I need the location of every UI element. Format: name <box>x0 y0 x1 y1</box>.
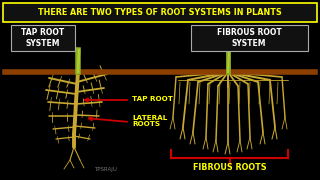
FancyBboxPatch shape <box>191 25 308 51</box>
Text: FIBROUS ROOT
SYSTEM: FIBROUS ROOT SYSTEM <box>217 28 281 48</box>
Text: TAP ROOT: TAP ROOT <box>132 96 173 102</box>
Text: FIBROUS ROOTS: FIBROUS ROOTS <box>193 163 266 172</box>
FancyBboxPatch shape <box>11 25 75 51</box>
FancyBboxPatch shape <box>3 3 317 22</box>
Text: TAP ROOT
SYSTEM: TAP ROOT SYSTEM <box>21 28 65 48</box>
Text: THERE ARE TWO TYPES OF ROOT SYSTEMS IN PLANTS: THERE ARE TWO TYPES OF ROOT SYSTEMS IN P… <box>38 8 282 17</box>
Text: LATERAL
ROOTS: LATERAL ROOTS <box>132 114 167 127</box>
Text: TPSRAJU: TPSRAJU <box>93 168 116 172</box>
